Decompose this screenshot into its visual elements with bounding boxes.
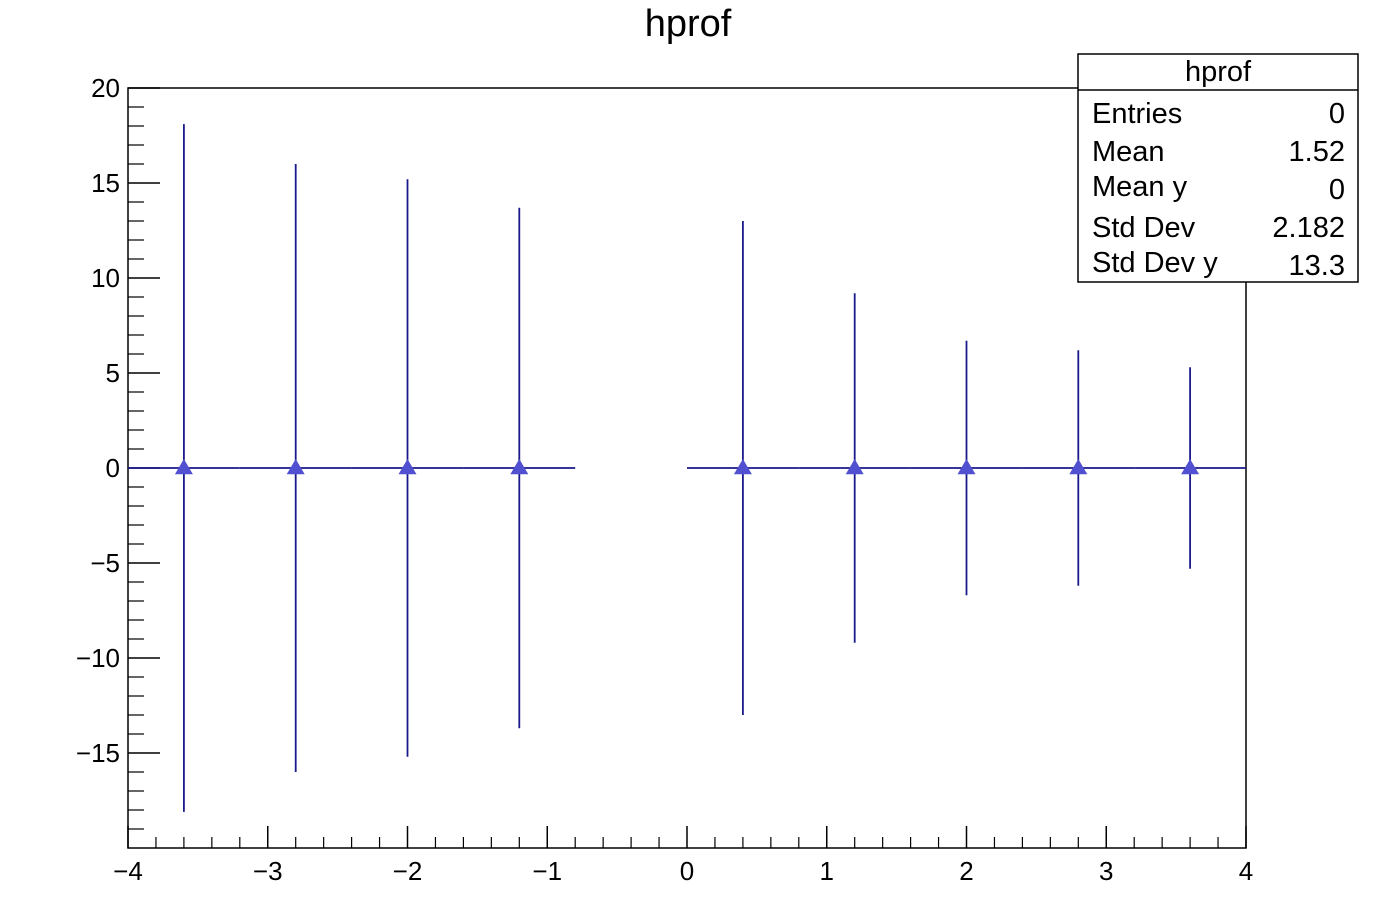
stats-label-mean: Mean [1092, 136, 1165, 168]
y-tick-label: 5 [106, 358, 120, 388]
stats-label-entries: Entries [1092, 98, 1182, 130]
stats-box-title: hprof [1185, 56, 1252, 88]
x-tick-label: 4 [1239, 856, 1253, 886]
stats-value-entries: 0 [1329, 98, 1345, 130]
stats-label-std-dev: Std Dev [1092, 212, 1196, 244]
stats-value-mean: 1.52 [1289, 136, 1345, 168]
data-point-marker [398, 459, 417, 475]
x-tick-label: 0 [680, 856, 694, 886]
x-tick-label: −2 [393, 856, 423, 886]
stats-box-frame [1077, 53, 1359, 283]
y-tick-label: 10 [91, 263, 120, 293]
data-point-marker [957, 459, 976, 475]
y-tick-label: −15 [76, 738, 120, 768]
x-tick-label: 3 [1099, 856, 1113, 886]
data-point-marker [286, 459, 305, 475]
y-tick-label: −10 [76, 643, 120, 673]
stats-value-std-dev: 2.182 [1272, 212, 1345, 244]
x-tick-label: −1 [532, 856, 562, 886]
x-tick-label: 2 [959, 856, 973, 886]
stats-value-std-dev-y: 13.3 [1289, 250, 1345, 282]
chart-title: hprof [645, 3, 732, 45]
data-point-marker [510, 459, 529, 475]
y-tick-label: 15 [91, 168, 120, 198]
stats-box: hprof Entries 0 Mean 1.52 Mean y 0 Std D… [1077, 53, 1359, 283]
stats-label-std-dev-y: Std Dev y [1092, 247, 1218, 279]
x-tick-label: 1 [820, 856, 834, 886]
stats-value-mean-y: 0 [1329, 174, 1345, 206]
x-tick-label: −3 [253, 856, 283, 886]
data-point-marker [174, 459, 193, 475]
data-point-marker [1069, 459, 1088, 475]
data-point-marker [733, 459, 752, 475]
x-tick-label: −4 [113, 856, 143, 886]
data-point-marker [1181, 459, 1200, 475]
stats-label-mean-y: Mean y [1092, 171, 1188, 203]
y-tick-label: 0 [106, 453, 120, 483]
data-point-marker [845, 459, 864, 475]
y-tick-label: −5 [90, 548, 120, 578]
y-tick-label: 20 [91, 73, 120, 103]
